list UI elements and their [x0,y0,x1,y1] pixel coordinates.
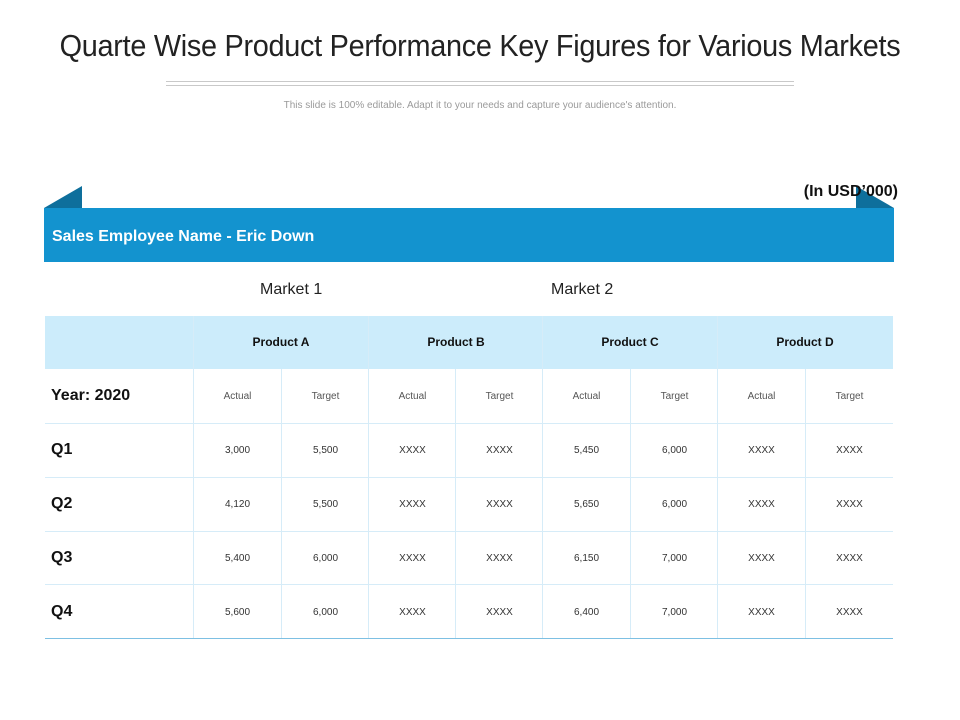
subheader-actual: Actual [747,391,776,402]
grid-vline [455,369,456,638]
grid-vline [805,369,806,638]
table-cell: 7,000 [661,553,688,564]
row-label-q4: Q4 [51,603,73,620]
table-cell: XXXX [836,445,863,456]
table-cell: XXXX [486,445,513,456]
table-cell: 5,650 [573,499,600,510]
row-label-q3: Q3 [51,549,73,566]
year-label: Year: 2020 [51,387,131,404]
product-b-header: Product B [427,335,485,349]
product-a-header: Product A [252,335,310,349]
subheader-target: Target [311,391,340,402]
table-cell: 6,000 [312,553,339,564]
table-cell: 3,000 [224,445,251,456]
subheader-target: Target [835,391,864,402]
table-cell: XXXX [486,553,513,564]
grid-hline [45,584,893,585]
slide-subtitle: This slide is 100% editable. Adapt it to… [283,100,677,111]
table-cell: 6,400 [573,607,600,618]
table-cell: XXXX [748,607,775,618]
ribbon-shape [44,186,894,262]
table-cell: XXXX [399,499,426,510]
table-cell: XXXX [486,607,513,618]
subheader-target: Target [660,391,689,402]
table-cell: 6,000 [661,499,688,510]
table-cell: XXXX [748,553,775,564]
table-cell: 6,000 [312,607,339,618]
table-cell: XXXX [748,499,775,510]
table-bottom-rule [45,638,893,639]
table-cell: XXXX [748,445,775,456]
table-cell: 7,000 [661,607,688,618]
table-cell: 6,150 [573,553,600,564]
product-c-header: Product C [601,335,659,349]
table-cell: XXXX [486,499,513,510]
subheader-actual: Actual [572,391,601,402]
header-ribbon [44,186,894,262]
employee-name: Sales Employee Name - Eric Down [52,228,315,245]
market-1-label: Market 1 [260,281,323,298]
title-divider-bottom [166,85,794,86]
table-cell: 6,000 [661,445,688,456]
table-cell: 5,500 [312,499,339,510]
subheader-actual: Actual [223,391,252,402]
market-2-label: Market 2 [551,281,614,298]
table-cell: XXXX [399,445,426,456]
table-cell: XXXX [399,607,426,618]
table-cell: 5,500 [312,445,339,456]
grid-hline [45,531,893,532]
table-cell: 4,120 [224,499,251,510]
table-cell: XXXX [836,499,863,510]
table-cell: XXXX [399,553,426,564]
currency-note: (In USD’000) [803,183,898,200]
table-cell: 5,600 [224,607,251,618]
subheader-actual: Actual [398,391,427,402]
grid-hline [45,423,893,424]
table-cell: XXXX [836,553,863,564]
grid-vline [281,369,282,638]
subheader-target: Target [485,391,514,402]
table-cell: XXXX [836,607,863,618]
row-label-q1: Q1 [51,441,73,458]
slide-title: Quarte Wise Product Performance Key Figu… [59,28,901,63]
row-label-q2: Q2 [51,495,73,512]
product-header-row: Product A Product B Product C Product D [45,316,893,369]
table-cell: 5,450 [573,445,600,456]
grid-vline [630,369,631,638]
table-cell: 5,400 [224,553,251,564]
grid-hline [45,477,893,478]
product-d-header: Product D [776,335,834,349]
title-divider-top [166,81,794,82]
